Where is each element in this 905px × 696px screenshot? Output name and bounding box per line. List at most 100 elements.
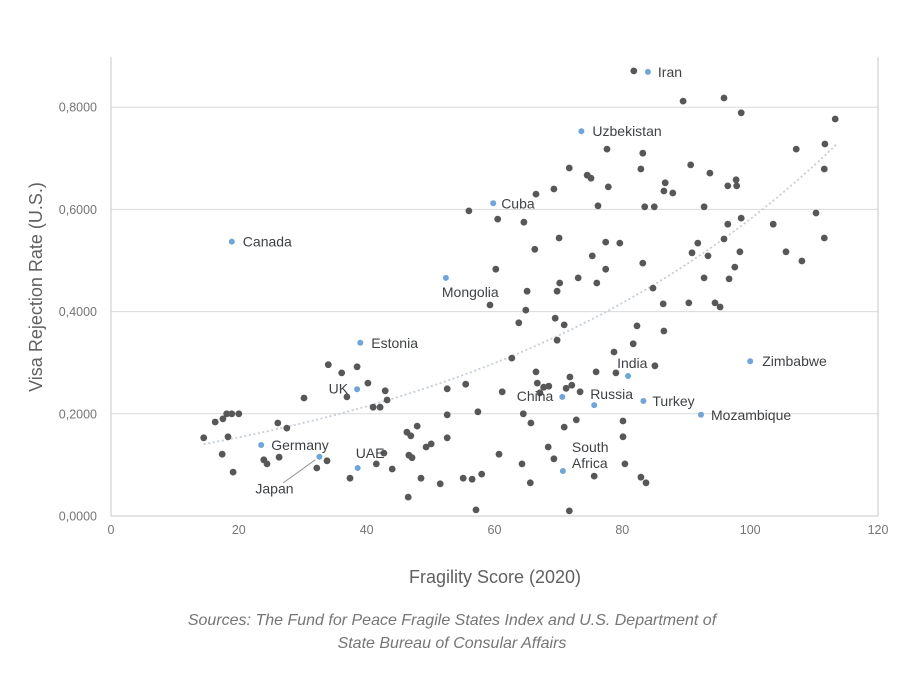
data-point[interactable] — [486, 301, 494, 309]
data-point[interactable] — [737, 214, 745, 222]
data-point[interactable] — [533, 379, 541, 387]
data-point[interactable] — [711, 299, 719, 307]
data-point[interactable] — [372, 460, 380, 468]
data-point[interactable] — [602, 238, 610, 246]
data-point[interactable] — [733, 182, 741, 190]
data-point[interactable] — [472, 506, 480, 514]
data-point[interactable] — [688, 249, 696, 257]
data-point[interactable] — [720, 94, 728, 102]
data-point[interactable] — [565, 164, 573, 172]
data-point[interactable] — [495, 450, 503, 458]
data-point[interactable] — [630, 67, 638, 75]
data-point[interactable] — [685, 299, 693, 307]
data-point[interactable] — [275, 453, 283, 461]
data-point[interactable] — [526, 479, 534, 487]
data-point[interactable] — [520, 218, 528, 226]
data-point[interactable] — [313, 464, 321, 472]
data-point[interactable] — [679, 97, 687, 105]
data-point[interactable] — [724, 182, 732, 190]
data-point[interactable] — [704, 252, 712, 260]
data-point[interactable] — [798, 257, 806, 265]
data-point[interactable] — [566, 373, 574, 381]
data-point[interactable] — [443, 385, 451, 393]
data-point[interactable] — [731, 263, 739, 271]
data-point[interactable] — [792, 145, 800, 153]
data-point-uzbekistan[interactable] — [578, 128, 585, 135]
data-point[interactable] — [737, 109, 745, 117]
data-point[interactable] — [637, 473, 645, 481]
data-point[interactable] — [462, 380, 470, 388]
data-point[interactable] — [769, 220, 777, 228]
data-point[interactable] — [369, 403, 377, 411]
data-point[interactable] — [523, 287, 531, 295]
data-point[interactable] — [376, 403, 384, 411]
data-point[interactable] — [540, 383, 548, 391]
data-point[interactable] — [560, 423, 568, 431]
data-point[interactable] — [474, 408, 482, 416]
data-point[interactable] — [532, 368, 540, 376]
data-point[interactable] — [274, 419, 282, 427]
data-point-china[interactable] — [559, 393, 566, 400]
data-point[interactable] — [422, 443, 430, 451]
data-point[interactable] — [388, 465, 396, 473]
data-point[interactable] — [200, 434, 208, 442]
data-point[interactable] — [641, 203, 649, 211]
data-point[interactable] — [465, 207, 473, 215]
data-point[interactable] — [492, 265, 500, 273]
data-point[interactable] — [637, 165, 645, 173]
data-point[interactable] — [407, 432, 415, 440]
data-point[interactable] — [556, 279, 564, 287]
data-point[interactable] — [346, 474, 354, 482]
data-point[interactable] — [522, 306, 530, 314]
data-point[interactable] — [211, 418, 219, 426]
data-point[interactable] — [417, 474, 425, 482]
data-point-turkey[interactable] — [640, 398, 647, 404]
data-point[interactable] — [588, 252, 596, 260]
data-point-germany[interactable] — [258, 442, 265, 448]
data-point[interactable] — [639, 259, 647, 267]
data-point[interactable] — [381, 387, 389, 395]
data-point[interactable] — [725, 275, 733, 283]
data-point[interactable] — [338, 369, 346, 377]
data-point[interactable] — [545, 382, 553, 390]
data-point[interactable] — [508, 354, 516, 362]
data-point[interactable] — [553, 336, 561, 344]
data-point-mongolia[interactable] — [442, 274, 449, 281]
data-point[interactable] — [603, 145, 611, 153]
data-point[interactable] — [228, 410, 236, 418]
data-point[interactable] — [223, 410, 231, 418]
data-point[interactable] — [610, 348, 618, 356]
data-point[interactable] — [443, 434, 451, 442]
data-point[interactable] — [716, 303, 724, 311]
data-point[interactable] — [478, 470, 486, 478]
data-point[interactable] — [515, 319, 523, 327]
data-point[interactable] — [436, 480, 444, 488]
data-point[interactable] — [218, 450, 226, 458]
data-point[interactable] — [820, 234, 828, 242]
data-point-cuba[interactable] — [490, 200, 497, 207]
data-point[interactable] — [560, 321, 568, 329]
data-point[interactable] — [720, 235, 728, 243]
data-point[interactable] — [592, 368, 600, 376]
data-point[interactable] — [616, 239, 624, 247]
data-point[interactable] — [593, 279, 601, 287]
data-point[interactable] — [229, 468, 237, 476]
data-point[interactable] — [706, 169, 714, 177]
data-point[interactable] — [553, 287, 561, 295]
data-point[interactable] — [724, 220, 732, 228]
data-point[interactable] — [574, 274, 582, 282]
data-point[interactable] — [639, 149, 647, 157]
data-point[interactable] — [642, 479, 650, 487]
data-point[interactable] — [649, 284, 657, 292]
data-point-canada[interactable] — [228, 238, 235, 245]
data-point[interactable] — [820, 165, 828, 173]
data-point[interactable] — [459, 474, 467, 482]
data-point[interactable] — [633, 322, 641, 330]
data-point[interactable] — [782, 248, 790, 256]
data-point[interactable] — [550, 185, 558, 193]
data-point-india[interactable] — [625, 373, 632, 379]
data-point[interactable] — [587, 174, 595, 182]
data-point[interactable] — [629, 340, 637, 348]
data-point[interactable] — [364, 379, 372, 387]
data-point[interactable] — [732, 176, 740, 184]
